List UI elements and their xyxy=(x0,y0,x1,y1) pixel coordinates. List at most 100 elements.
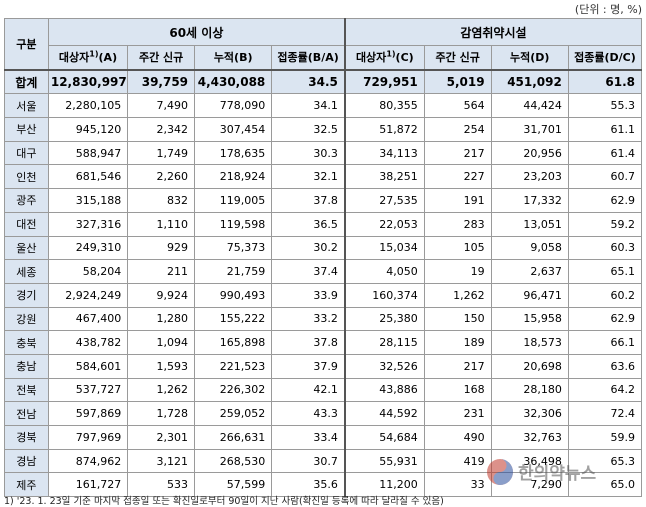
value-cell-ba: 30.2 xyxy=(271,235,346,261)
value-cell-a: 537,727 xyxy=(47,377,129,403)
value-cell-ba: 36.5 xyxy=(271,211,346,237)
value-cell-dc: 65.1 xyxy=(567,259,643,284)
value-cell-a-new: 1,110 xyxy=(127,211,196,237)
value-cell-ba: 34.1 xyxy=(271,93,346,119)
table-row: 경기 2,924,249 9,924 990,493 33.9 160,374 1,262 9… xyxy=(4,282,643,308)
value-cell-a: 161,727 xyxy=(47,472,129,498)
value-cell-c: 44,592 xyxy=(343,401,425,426)
value-cell-a-new: 2,260 xyxy=(127,164,196,190)
value-cell-c-new: 227 xyxy=(423,164,492,190)
value-cell-dc: 61.4 xyxy=(567,140,643,166)
total-row: 합계 12,830,997 39,759 4,430,088 34.5 729,951 5,… xyxy=(4,68,643,95)
value-cell-ba: 37.9 xyxy=(271,353,346,379)
value-cell-dc: 59.2 xyxy=(567,211,643,237)
value-cell-ba: 35.6 xyxy=(271,472,346,498)
value-cell-c: 55,931 xyxy=(343,448,425,474)
value-cell-a-new: 7,490 xyxy=(127,93,196,119)
value-cell-dc: 62.9 xyxy=(567,188,643,213)
region-cell: 부산 xyxy=(4,117,49,142)
table-row: 충북 438,782 1,094 165,898 37.8 28,115 189 18,573… xyxy=(4,330,643,355)
value-cell-ba: 34.5 xyxy=(271,68,346,95)
value-cell-c: 43,886 xyxy=(343,377,425,403)
value-cell-c-new: 217 xyxy=(423,353,492,379)
table-row: 충남 584,601 1,593 221,523 37.9 32,526 217 20,698… xyxy=(4,353,643,379)
value-cell-dc: 64.2 xyxy=(567,377,643,403)
value-cell-a: 58,204 xyxy=(47,259,129,284)
value-cell-d: 23,203 xyxy=(490,164,569,190)
value-cell-c: 11,200 xyxy=(343,472,425,498)
value-cell-b: 778,090 xyxy=(194,93,273,119)
value-cell-dc: 60.3 xyxy=(567,235,643,261)
value-cell-b: 155,222 xyxy=(194,306,273,332)
value-cell-a-new: 533 xyxy=(127,472,196,498)
value-cell-ba: 30.3 xyxy=(271,140,346,166)
value-cell-dc: 66.1 xyxy=(567,330,643,355)
region-cell: 대전 xyxy=(4,211,49,237)
value-cell-d: 9,058 xyxy=(490,235,569,261)
value-cell-b: 990,493 xyxy=(194,282,273,308)
value-cell-ba: 42.1 xyxy=(271,377,346,403)
value-cell-c: 51,872 xyxy=(343,117,425,142)
col-header: 누적(B) xyxy=(194,44,273,71)
value-cell-d: 20,956 xyxy=(490,140,569,166)
value-cell-ba: 33.2 xyxy=(271,306,346,332)
value-cell-c: 34,113 xyxy=(343,140,425,166)
value-cell-d: 13,051 xyxy=(490,211,569,237)
table-row: 제주 161,727 533 57,599 35.6 11,200 33 7,290 65.0 xyxy=(4,472,643,498)
value-cell-dc: 72.4 xyxy=(567,401,643,426)
value-cell-a: 945,120 xyxy=(47,117,129,142)
vaccination-table: 구분 60세 이상 감염취약시설 대상자1)(A) 주간 신규 누적(B) 접종… xyxy=(4,17,643,498)
table-row: 대전 327,316 1,110 119,598 36.5 22,053 283 13,051… xyxy=(4,211,643,237)
value-cell-a-new: 1,280 xyxy=(127,306,196,332)
col-header: 주간 신규 xyxy=(127,44,196,71)
table-row: 대구 588,947 1,749 178,635 30.3 34,113 217 20,956… xyxy=(4,140,643,166)
value-cell-d: 31,701 xyxy=(490,117,569,142)
region-cell: 강원 xyxy=(4,306,49,332)
value-cell-ba: 33.9 xyxy=(271,282,346,308)
value-cell-a: 12,830,997 xyxy=(47,68,129,95)
value-cell-a-new: 211 xyxy=(127,259,196,284)
value-cell-b: 75,373 xyxy=(194,235,273,261)
value-cell-c-new: 283 xyxy=(423,211,492,237)
value-cell-dc: 62.9 xyxy=(567,306,643,332)
value-cell-c-new: 105 xyxy=(423,235,492,261)
value-cell-a: 588,947 xyxy=(47,140,129,166)
value-cell-a: 2,924,249 xyxy=(47,282,129,308)
value-cell-a-new: 3,121 xyxy=(127,448,196,474)
col-header: 대상자1)(C) xyxy=(343,44,425,71)
value-cell-d: 451,092 xyxy=(490,68,569,95)
value-cell-d: 32,763 xyxy=(490,425,569,450)
value-cell-c: 729,951 xyxy=(343,68,425,95)
value-cell-c-new: 254 xyxy=(423,117,492,142)
unit-note: (단위 : 명, %) xyxy=(574,3,642,16)
region-cell: 제주 xyxy=(4,472,49,498)
value-cell-ba: 30.7 xyxy=(271,448,346,474)
value-cell-b: 57,599 xyxy=(194,472,273,498)
value-cell-dc: 59.9 xyxy=(567,425,643,450)
col-header: 접종률(B/A) xyxy=(271,44,346,71)
table-row: 경북 797,969 2,301 266,631 33.4 54,684 490 32,763… xyxy=(4,425,643,450)
value-cell-b: 226,302 xyxy=(194,377,273,403)
value-cell-b: 268,530 xyxy=(194,448,273,474)
region-cell: 울산 xyxy=(4,235,49,261)
value-cell-c-new: 217 xyxy=(423,140,492,166)
value-cell-c-new: 168 xyxy=(423,377,492,403)
value-cell-ba: 32.5 xyxy=(271,117,346,142)
value-cell-c: 27,535 xyxy=(343,188,425,213)
value-cell-a: 874,962 xyxy=(47,448,129,474)
value-cell-c-new: 5,019 xyxy=(423,68,492,95)
svg-text:한의약뉴스: 한의약뉴스 xyxy=(518,463,597,484)
corner-header: 구분 xyxy=(4,17,49,71)
value-cell-ba: 43.3 xyxy=(271,401,346,426)
value-cell-b: 259,052 xyxy=(194,401,273,426)
value-cell-b: 178,635 xyxy=(194,140,273,166)
value-cell-dc: 65.0 xyxy=(567,472,643,498)
value-cell-c: 22,053 xyxy=(343,211,425,237)
group-header-facility: 감염취약시설 xyxy=(343,18,642,46)
value-cell-c: 32,526 xyxy=(343,353,425,379)
value-cell-b: 4,430,088 xyxy=(194,68,273,95)
value-cell-a-new: 39,759 xyxy=(127,68,196,95)
region-cell: 인천 xyxy=(4,164,49,190)
region-cell: 충남 xyxy=(4,353,49,379)
col-header: 접종률(D/C) xyxy=(567,44,643,71)
